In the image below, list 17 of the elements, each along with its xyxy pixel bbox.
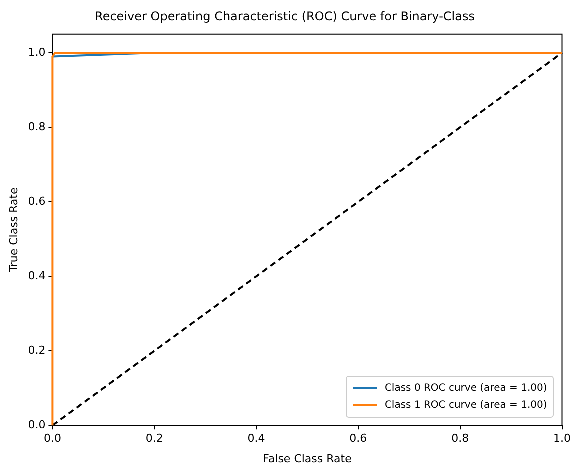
legend-label: Class 0 ROC curve (area = 1.00) (384, 382, 548, 396)
y-tick-label: 0.8 (28, 120, 46, 134)
chart-title: Receiver Operating Characteristic (ROC) Curve for Binary-Class (95, 9, 475, 24)
x-tick-label: 0.2 (146, 432, 164, 446)
x-axis-title: False Class Rate (263, 452, 352, 466)
y-tick-label: 0.4 (28, 269, 46, 282)
x-tick-label: 0.6 (350, 432, 368, 446)
y-tick-label: 0.0 (28, 418, 46, 432)
x-tick-label: 0.4 (248, 432, 266, 446)
y-tick-label: 0.2 (28, 344, 46, 357)
x-tick-label: 0.8 (452, 432, 470, 446)
y-tick-label: 1.0 (28, 46, 46, 59)
x-tick-label: 0.0 (44, 432, 62, 446)
y-axis-title: True Class Rate (7, 188, 20, 274)
y-tick-label: 0.6 (28, 194, 46, 208)
x-tick-label: 1.0 (554, 432, 572, 446)
legend-label: Class 1 ROC curve (area = 1.00) (384, 398, 548, 413)
